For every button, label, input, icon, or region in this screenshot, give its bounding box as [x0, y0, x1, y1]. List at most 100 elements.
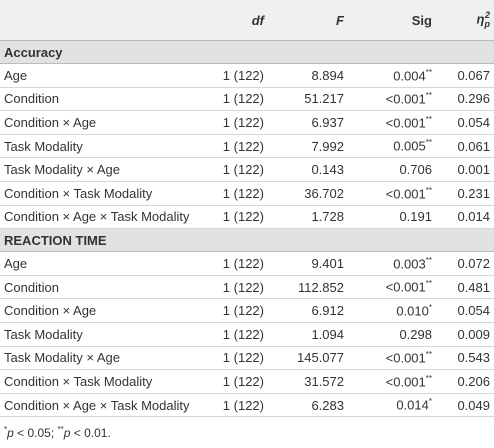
f-cell: 9.401 — [268, 251, 348, 276]
f-cell: 8.894 — [268, 63, 348, 88]
df-cell: 1 (122) — [212, 346, 268, 371]
row-label: Condition — [0, 275, 212, 300]
table-body: Accuracy Age 1 (122) 8.894 0.004** 0.067 Condi… — [0, 40, 494, 418]
data-row: Age 1 (122) 8.894 0.004** 0.067 — [0, 63, 494, 88]
eta-cell: 0.001 — [436, 157, 494, 182]
df-cell: 1 (122) — [212, 205, 268, 230]
row-label: Condition × Age — [0, 110, 212, 135]
row-label: Condition × Task Modality — [0, 369, 212, 394]
eta-cell: 0.206 — [436, 369, 494, 394]
footnote: *p < 0.05; **p < 0.01. — [0, 417, 494, 448]
sig-value: <0.001 — [385, 91, 426, 107]
sig-cell: 0.191 — [348, 205, 436, 230]
sig-value: 0.004 — [393, 67, 426, 83]
sig-value: 0.010 — [396, 303, 429, 319]
f-cell: 36.702 — [268, 181, 348, 206]
sig-mark: * — [428, 302, 432, 312]
eta-sup: 2 — [484, 10, 490, 20]
footnote-part: p — [63, 426, 71, 441]
sig-cell: 0.010* — [348, 298, 436, 323]
df-cell: 1 (122) — [212, 157, 268, 182]
data-row: Condition × Task Modality 1 (122) 36.702 <0… — [0, 181, 494, 206]
df-cell: 1 (122) — [212, 63, 268, 88]
sig-cell: <0.001** — [348, 346, 436, 371]
sig-cell: 0.706 — [348, 157, 436, 182]
row-label: Age — [0, 63, 212, 88]
sig-value: 0.003 — [393, 256, 426, 272]
data-row: Condition 1 (122) 51.217 <0.001** 0.296 — [0, 87, 494, 112]
df-cell: 1 (122) — [212, 298, 268, 323]
eta-cell: 0.231 — [436, 181, 494, 206]
sig-cell: <0.001** — [348, 181, 436, 206]
sig-cell: 0.014* — [348, 393, 436, 418]
sig-cell: 0.003** — [348, 251, 436, 276]
eta-cell: 0.054 — [436, 110, 494, 135]
data-row: Condition 1 (122) 112.852 <0.001** 0.481 — [0, 275, 494, 300]
df-cell: 1 (122) — [212, 275, 268, 300]
f-cell: 6.937 — [268, 110, 348, 135]
df-cell: 1 (122) — [212, 322, 268, 347]
row-label: Condition × Task Modality — [0, 181, 212, 206]
df-cell: 1 (122) — [212, 134, 268, 159]
eta-cell: 0.009 — [436, 322, 494, 347]
sig-mark: ** — [425, 373, 432, 383]
eta-symbol: η — [476, 11, 485, 27]
row-label: Condition × Age — [0, 298, 212, 323]
row-label: Task Modality × Age — [0, 157, 212, 182]
eta-cell: 0.049 — [436, 393, 494, 418]
row-label: Task Modality — [0, 134, 212, 159]
df-cell: 1 (122) — [212, 369, 268, 394]
f-cell: 51.217 — [268, 87, 348, 112]
row-label: Condition × Age × Task Modality — [0, 393, 212, 418]
header-f: F — [268, 0, 348, 41]
sig-value: <0.001 — [385, 185, 426, 201]
df-cell: 1 (122) — [212, 110, 268, 135]
section-row: Accuracy — [0, 40, 494, 64]
f-cell: 1.728 — [268, 205, 348, 230]
header-df: df — [212, 0, 268, 41]
f-cell: 145.077 — [268, 346, 348, 371]
sig-mark: ** — [425, 350, 432, 360]
df-cell: 1 (122) — [212, 393, 268, 418]
f-cell: 31.572 — [268, 369, 348, 394]
data-row: Task Modality × Age 1 (122) 145.077 <0.001*… — [0, 346, 494, 371]
f-cell: 0.143 — [268, 157, 348, 182]
eta-cell: 0.061 — [436, 134, 494, 159]
data-row: Condition × Age 1 (122) 6.912 0.010* 0.054 — [0, 298, 494, 323]
f-cell: 6.283 — [268, 393, 348, 418]
data-row: Condition × Age 1 (122) 6.937 <0.001** 0.054 — [0, 110, 494, 135]
data-row: Condition × Age × Task Modality 1 (122) 6.… — [0, 393, 494, 418]
sig-value: 0.298 — [399, 326, 432, 342]
data-row: Task Modality × Age 1 (122) 0.143 0.706 0.00… — [0, 157, 494, 182]
sig-cell: <0.001** — [348, 87, 436, 112]
sig-value: 0.191 — [399, 209, 432, 225]
eta-cell: 0.481 — [436, 275, 494, 300]
sig-mark: ** — [425, 114, 432, 124]
eta-cell: 0.296 — [436, 87, 494, 112]
sig-cell: <0.001** — [348, 110, 436, 135]
row-label: Condition — [0, 87, 212, 112]
data-row: Task Modality 1 (122) 7.992 0.005** 0.061 — [0, 134, 494, 159]
f-cell: 7.992 — [268, 134, 348, 159]
sig-mark: ** — [425, 279, 432, 289]
row-label: Age — [0, 251, 212, 276]
sig-cell: 0.005** — [348, 134, 436, 159]
header-blank — [0, 0, 212, 41]
f-cell: 112.852 — [268, 275, 348, 300]
eta-cell: 0.072 — [436, 251, 494, 276]
section-title: Accuracy — [0, 40, 494, 64]
sig-cell: 0.298 — [348, 322, 436, 347]
f-cell: 6.912 — [268, 298, 348, 323]
sig-mark: ** — [425, 91, 432, 101]
footnote-part: * — [4, 425, 8, 435]
data-row: Condition × Age × Task Modality 1 (122) 1.… — [0, 205, 494, 230]
eta-cell: 0.543 — [436, 346, 494, 371]
sig-cell: <0.001** — [348, 275, 436, 300]
data-row: Age 1 (122) 9.401 0.003** 0.072 — [0, 251, 494, 276]
f-cell: 1.094 — [268, 322, 348, 347]
sig-cell: 0.004** — [348, 63, 436, 88]
section-row: REACTION TIME — [0, 228, 494, 253]
